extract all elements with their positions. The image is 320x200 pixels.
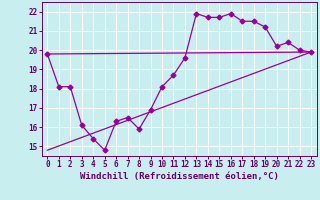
- X-axis label: Windchill (Refroidissement éolien,°C): Windchill (Refroidissement éolien,°C): [80, 172, 279, 181]
